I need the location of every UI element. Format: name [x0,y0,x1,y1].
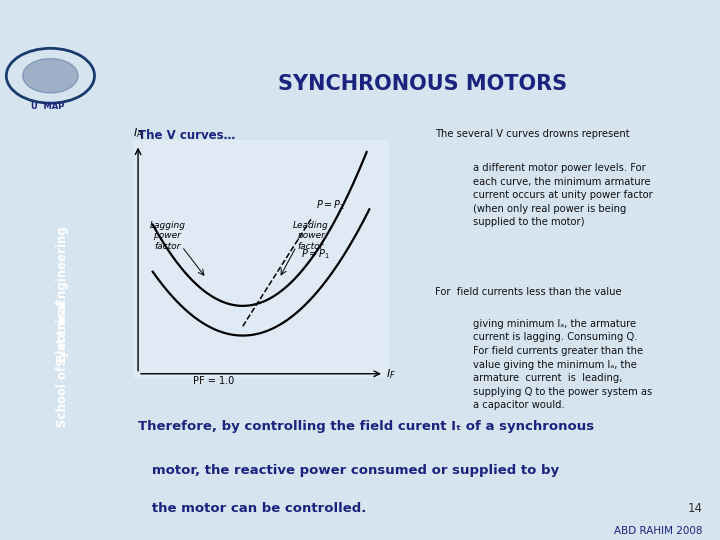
Circle shape [23,58,78,93]
Text: ABD RAHIM 2008: ABD RAHIM 2008 [613,526,702,536]
Text: $I_A$: $I_A$ [133,126,143,140]
Text: School of Electrical: School of Electrical [56,300,70,427]
Text: Therefore, by controlling the field curent Iₜ of a synchronous: Therefore, by controlling the field cure… [138,420,594,433]
Text: giving minimum Iₐ, the armature
current is lagging. Consuming Q.
For field curre: giving minimum Iₐ, the armature current … [474,319,653,410]
Text: U  MAP: U MAP [31,103,65,111]
Text: 14: 14 [687,502,702,515]
Text: Systems Engineering: Systems Engineering [56,226,70,366]
Text: The several V curves drowns represent: The several V curves drowns represent [435,130,629,139]
Text: $I_F$: $I_F$ [387,367,396,381]
Text: $P = P_2$: $P = P_2$ [316,198,345,212]
Text: SYNCHRONOUS MOTORS: SYNCHRONOUS MOTORS [279,73,567,93]
Text: The V curves…: The V curves… [138,130,235,143]
Text: a different motor power levels. For
each curve, the minimum armature
current occ: a different motor power levels. For each… [474,163,653,227]
Text: For  field currents less than the value: For field currents less than the value [435,287,621,298]
Text: Leading
power
factor: Leading power factor [293,221,329,251]
Text: $P = P_1$: $P = P_1$ [301,247,330,261]
Text: the motor can be controlled.: the motor can be controlled. [138,502,366,515]
Text: Lagging
power
factor: Lagging power factor [149,221,185,251]
Text: PF = 1.0: PF = 1.0 [193,376,234,386]
Text: motor, the reactive power consumed or supplied to by: motor, the reactive power consumed or su… [138,464,559,477]
